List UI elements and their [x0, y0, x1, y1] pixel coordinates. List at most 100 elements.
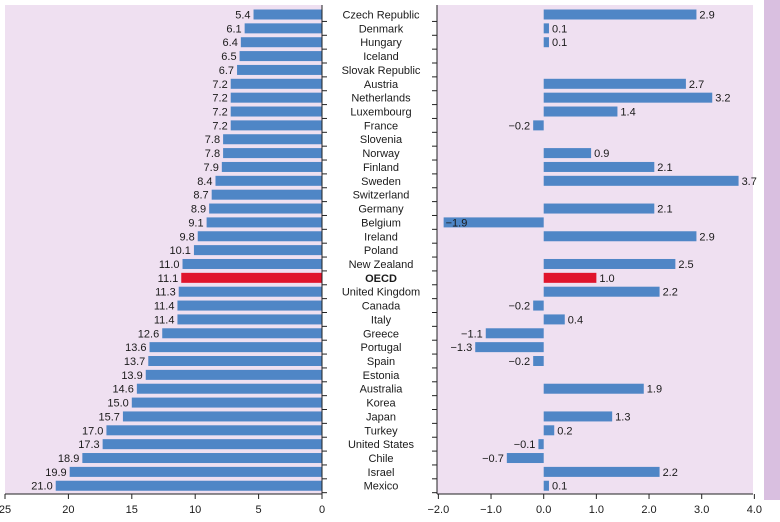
- right-bar-france: [533, 120, 544, 131]
- right-side-strip: [764, 0, 780, 500]
- left-value-label-new-zealand: 11.0: [159, 259, 180, 271]
- right-bar-ireland: [543, 231, 697, 242]
- left-value-label-austria: 7.2: [212, 79, 227, 91]
- right-value-label-turkey: 0.2: [557, 425, 572, 437]
- right-bar-new-zealand: [543, 258, 676, 269]
- right-bar-germany: [543, 203, 655, 214]
- right-bar-canada: [533, 300, 544, 311]
- left-bar-australia: [136, 383, 322, 394]
- right-value-label-japan: 1.3: [615, 411, 630, 423]
- right-value-label-germany: 2.1: [657, 204, 672, 216]
- country-label-germany: Germany: [358, 204, 404, 216]
- left-bar-slovak-republic: [237, 64, 322, 75]
- country-label-slovenia: Slovenia: [360, 134, 403, 146]
- left-bar-spain: [148, 356, 322, 366]
- right-bar-mexico: [543, 480, 549, 491]
- right-x-axis: −2.0 −1.0 0.0 1.0 2.0 3.0 4.0: [428, 5, 762, 516]
- right-bar-hungary: [543, 37, 549, 48]
- left-value-label-hungary: 6.4: [223, 37, 238, 49]
- left-bar-ireland: [197, 231, 322, 242]
- country-label-australia: Australia: [360, 384, 404, 396]
- right-bar-israel: [543, 466, 660, 477]
- right-bar-denmark: [543, 23, 549, 34]
- right-bar-oecd: [543, 272, 597, 283]
- right-value-label-denmark: 0.1: [552, 23, 567, 35]
- country-label-israel: Israel: [368, 467, 395, 479]
- left-bar-france: [230, 120, 322, 131]
- left-bar-oecd: [181, 272, 322, 283]
- left-bar-czech-republic: [253, 9, 322, 20]
- right-value-label-spain: −0.2: [508, 356, 530, 368]
- left-value-label-denmark: 6.1: [226, 23, 241, 35]
- left-value-label-greece: 12.6: [138, 328, 159, 340]
- left-value-label-iceland: 6.5: [221, 51, 236, 63]
- right-bar-netherlands: [543, 92, 713, 103]
- left-value-label-sweden: 8.4: [197, 176, 212, 188]
- country-label-france: France: [364, 120, 398, 132]
- country-label-finland: Finland: [363, 162, 399, 174]
- left-bar-portugal: [149, 342, 322, 353]
- left-bar-chile: [82, 453, 323, 464]
- left-bar-netherlands: [230, 92, 322, 103]
- left-value-label-netherlands: 7.2: [212, 93, 227, 105]
- right-bar-japan: [543, 411, 613, 422]
- right-value-label-france: −0.2: [508, 120, 530, 132]
- left-value-label-ireland: 9.8: [179, 231, 194, 243]
- left-tick-label: 20: [62, 504, 74, 516]
- left-value-label-korea: 15.0: [107, 398, 128, 410]
- left-value-label-spain: 13.7: [124, 356, 145, 368]
- left-value-label-portugal: 13.6: [125, 342, 146, 354]
- right-value-label-greece: −1.1: [461, 328, 483, 340]
- right-value-label-hungary: 0.1: [552, 37, 567, 49]
- country-label-turkey: Turkey: [364, 425, 398, 437]
- left-value-label-finland: 7.9: [204, 162, 219, 174]
- right-bar-norway: [543, 148, 592, 159]
- right-tick-label: 1.0: [589, 504, 604, 516]
- left-value-label-norway: 7.8: [205, 148, 220, 160]
- right-tick-label: −2.0: [428, 504, 450, 516]
- country-label-canada: Canada: [362, 301, 401, 313]
- right-bar-portugal: [475, 342, 544, 353]
- left-value-label-estonia: 13.9: [121, 370, 142, 382]
- right-value-label-netherlands: 3.2: [715, 93, 730, 105]
- country-label-spain: Spain: [367, 356, 395, 368]
- left-tick-label: 15: [126, 504, 138, 516]
- left-bar-united-states: [102, 439, 322, 450]
- left-value-label-luxembourg: 7.2: [212, 107, 227, 119]
- left-value-label-slovak-republic: 6.7: [219, 65, 234, 77]
- left-bar-mexico: [55, 480, 322, 491]
- left-bar-hungary: [240, 37, 322, 48]
- right-value-label-israel: 2.2: [663, 467, 678, 479]
- left-value-label-belgium: 9.1: [188, 217, 203, 229]
- right-value-label-united-states: −0.1: [514, 439, 536, 451]
- right-bar-czech-republic: [543, 9, 697, 20]
- right-bar-spain: [533, 356, 544, 366]
- right-bar-australia: [543, 383, 644, 394]
- left-bar-germany: [209, 203, 322, 214]
- right-value-label-canada: −0.2: [508, 301, 530, 313]
- country-label-luxembourg: Luxembourg: [350, 107, 411, 119]
- country-label-oecd: OECD: [365, 273, 397, 285]
- right-bar-austria: [543, 78, 686, 89]
- left-value-label-czech-republic: 5.4: [235, 10, 250, 22]
- country-label-slovak-republic: Slovak Republic: [342, 65, 421, 77]
- left-bar-turkey: [106, 425, 322, 436]
- right-value-label-ireland: 2.9: [699, 231, 714, 243]
- country-label-hungary: Hungary: [360, 37, 402, 49]
- left-value-label-france: 7.2: [212, 120, 227, 132]
- country-label-estonia: Estonia: [363, 370, 401, 382]
- country-label-sweden: Sweden: [361, 176, 401, 188]
- left-bar-poland: [193, 245, 322, 256]
- right-bar-greece: [485, 328, 544, 339]
- country-label-czech-republic: Czech Republic: [342, 10, 420, 22]
- right-bar-chile: [506, 453, 544, 464]
- left-bar-canada: [177, 300, 322, 311]
- left-tick-label: 25: [0, 504, 11, 516]
- left-bar-finland: [221, 161, 322, 172]
- right-value-label-finland: 2.1: [657, 162, 672, 174]
- country-label-united-kingdom: United Kingdom: [342, 287, 420, 299]
- right-value-label-oecd: 1.0: [599, 273, 614, 285]
- right-value-label-portugal: −1.3: [451, 342, 473, 354]
- country-label-united-states: United States: [348, 439, 415, 451]
